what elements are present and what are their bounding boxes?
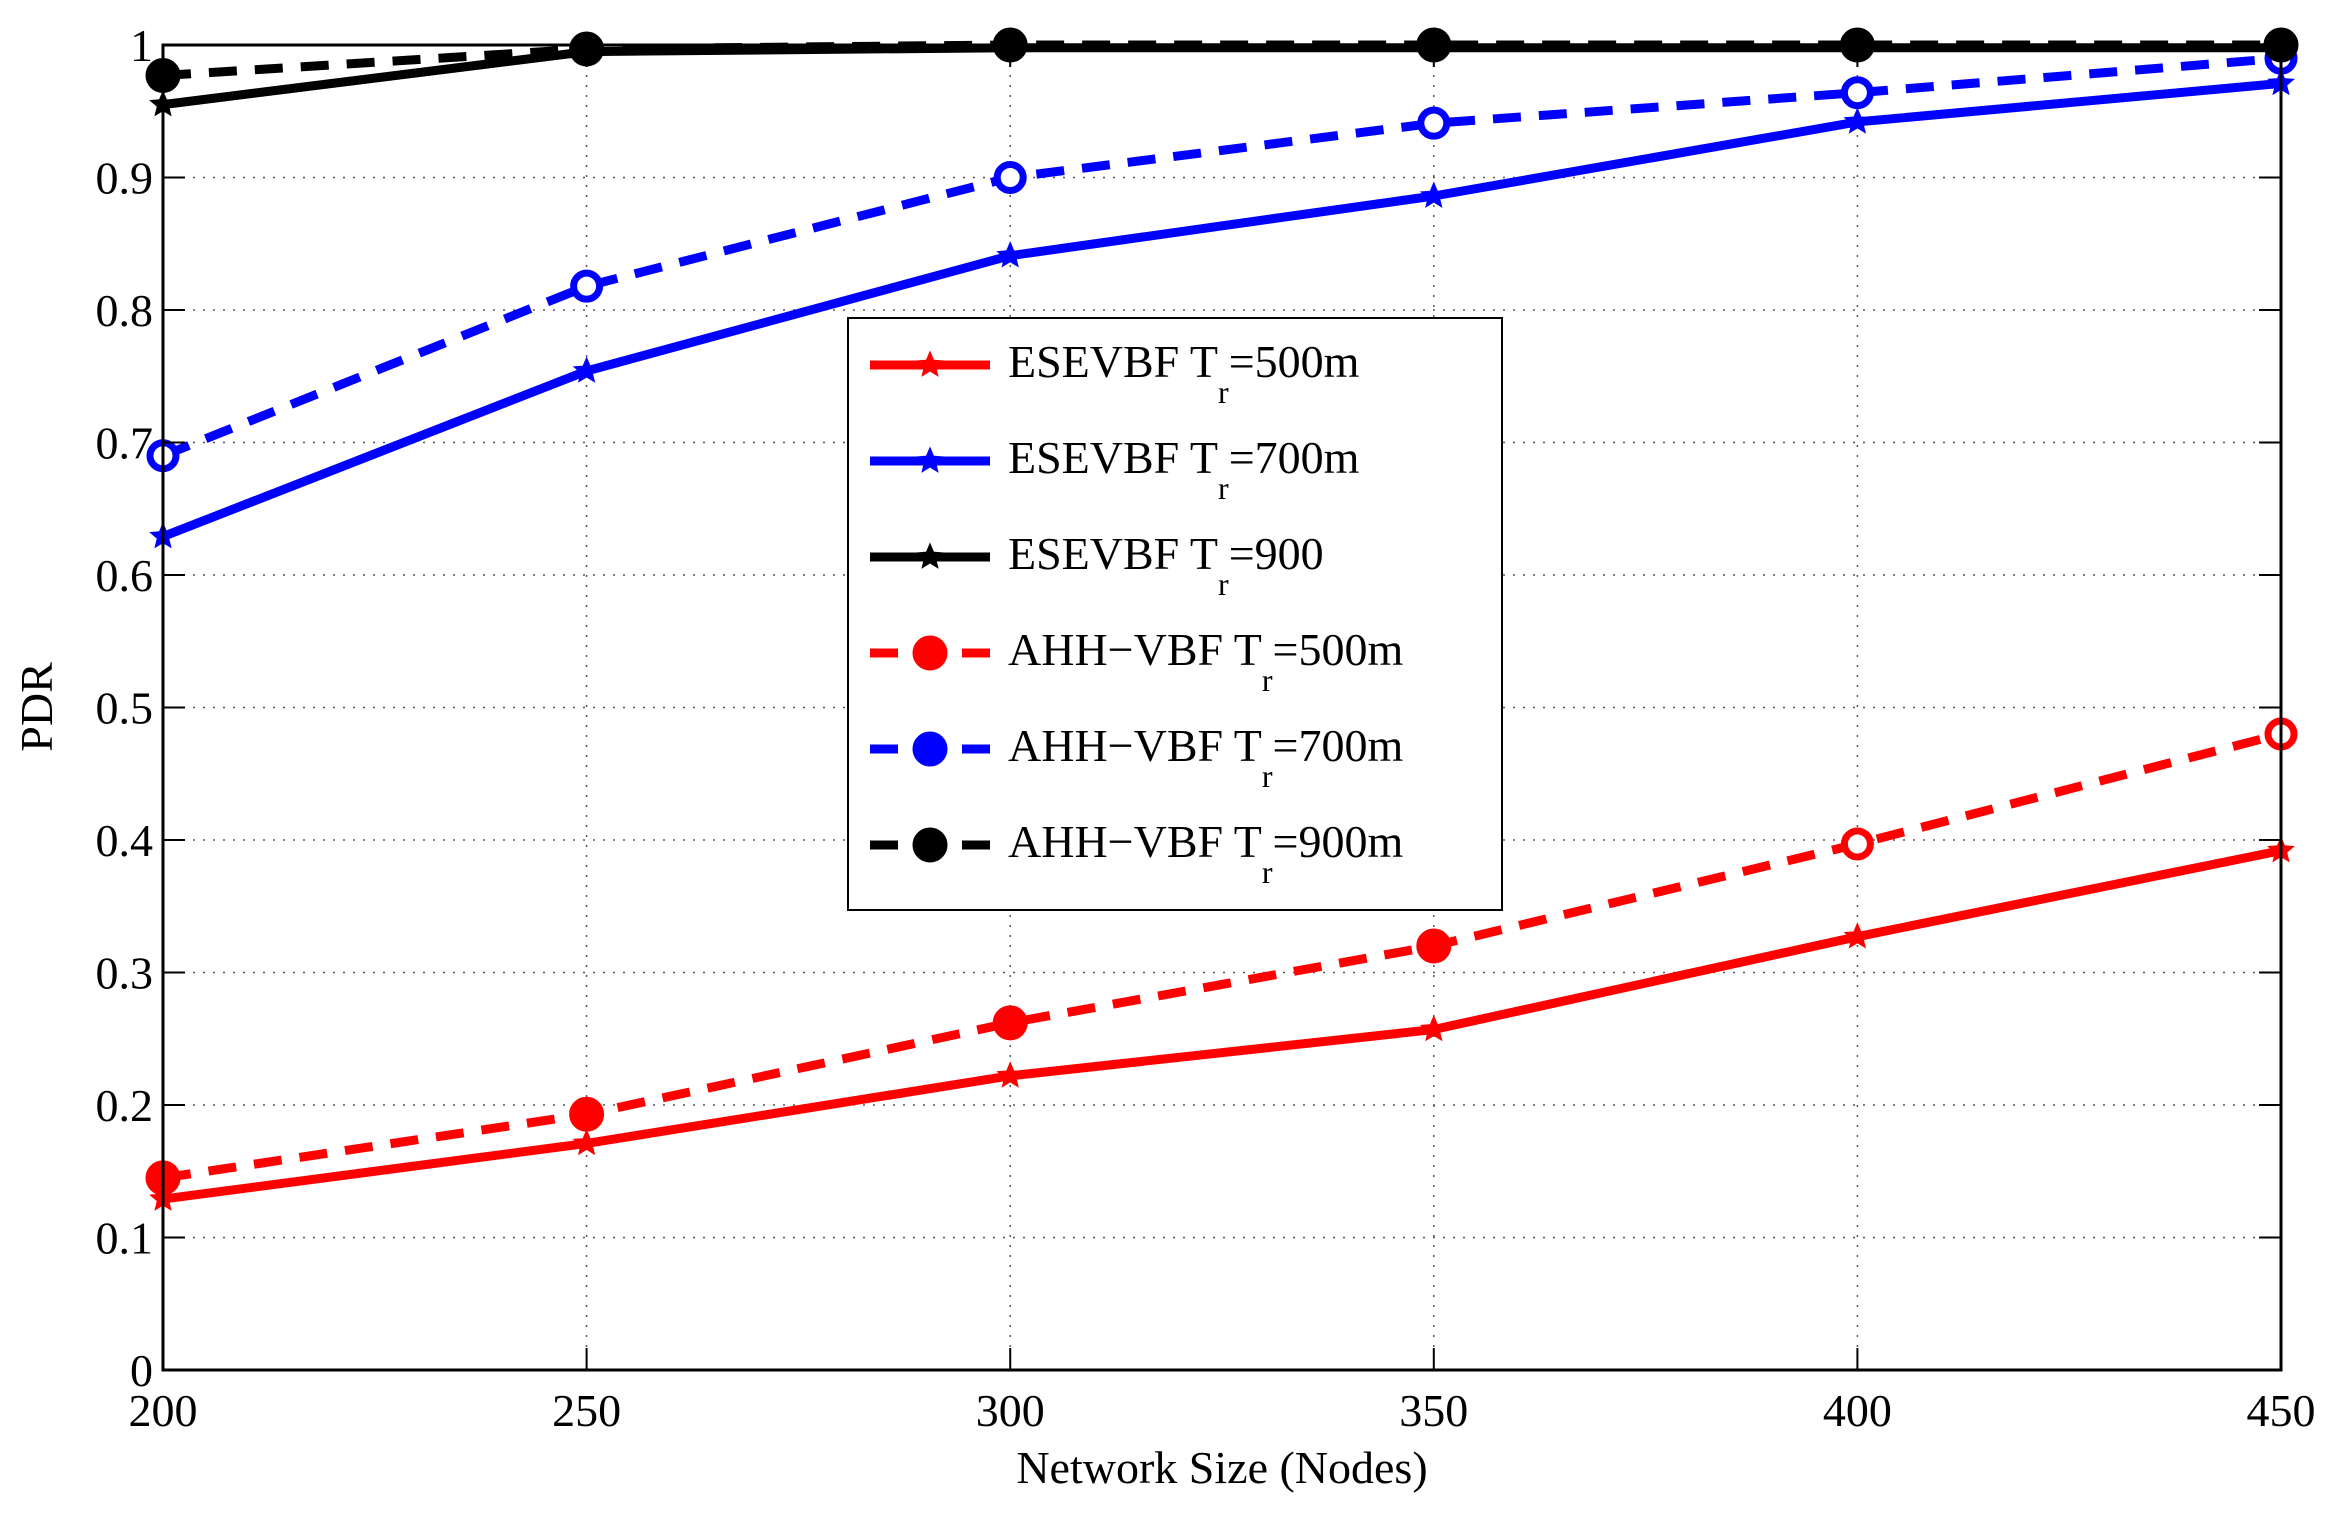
y-tick-label: 0 xyxy=(130,1345,153,1396)
x-tick-label: 250 xyxy=(552,1385,621,1436)
data-point xyxy=(1840,76,1874,110)
data-point xyxy=(996,241,1025,268)
series-line xyxy=(161,78,2282,541)
data-point xyxy=(1843,922,1872,949)
data-point xyxy=(1419,181,1448,208)
series-1 xyxy=(149,68,2295,549)
series-line xyxy=(161,53,2282,460)
legend-entry-5: AHH−VBF Tr=900m xyxy=(870,816,1403,890)
data-point xyxy=(996,1061,1025,1088)
data-point xyxy=(1840,827,1874,861)
y-tick-label: 0.6 xyxy=(96,550,154,601)
x-tick-label: 400 xyxy=(1823,1385,1892,1436)
y-tick-label: 0.9 xyxy=(96,153,154,204)
series-2 xyxy=(149,33,2295,117)
axis-ticks: 200 250 300 350 400 450 0 0.1 0.2 0.3 0.4 0.5 0.6 0.7… xyxy=(96,20,2316,1436)
data-point xyxy=(1419,1014,1448,1042)
series-line xyxy=(162,846,2282,1204)
legend: ESEVBF Tr=500m ESEVBF Tr=700m ESEVBF Tr=90… xyxy=(847,317,1503,911)
legend-label: AHH−VBF Tr=500m xyxy=(1008,624,1403,698)
y-tick-label: 0.5 xyxy=(96,683,154,734)
y-tick-label: 0.8 xyxy=(96,285,154,336)
series-line xyxy=(162,43,2281,110)
y-tick-label: 1 xyxy=(130,20,153,71)
legend-box xyxy=(847,317,1503,911)
data-point xyxy=(1416,928,1452,964)
y-tick-label: 0.2 xyxy=(96,1080,154,1131)
x-tick-label: 300 xyxy=(976,1385,1045,1436)
legend-marker xyxy=(912,827,948,863)
x-tick-label: 350 xyxy=(1399,1385,1468,1436)
data-point xyxy=(1843,107,1872,134)
legend-marker xyxy=(916,542,944,569)
legend-entry-2: ESEVBF Tr=900 xyxy=(870,528,1324,602)
y-tick-label: 0.4 xyxy=(96,815,154,866)
data-point xyxy=(993,161,1027,194)
legend-entry-0: ESEVBF Tr=500m xyxy=(870,336,1360,410)
x-axis-title: Network Size (Nodes) xyxy=(1016,1442,1427,1493)
legend-marker xyxy=(912,731,948,767)
y-tick-label: 0.1 xyxy=(96,1213,154,1264)
data-point xyxy=(992,1005,1028,1041)
data-point xyxy=(1417,106,1451,140)
y-axis-title: PDR xyxy=(11,662,62,752)
legend-marker xyxy=(916,350,944,377)
legend-marker xyxy=(916,446,944,473)
y-tick-label: 0.3 xyxy=(96,948,154,999)
legend-label: AHH−VBF Tr=700m xyxy=(1008,720,1403,794)
data-point xyxy=(569,1096,605,1132)
legend-entry-4: AHH−VBF Tr=700m xyxy=(870,720,1403,794)
legend-entry-3: AHH−VBF Tr=500m xyxy=(870,624,1403,698)
grid-lines xyxy=(163,45,2281,1370)
legend-entry-1: ESEVBF Tr=700m xyxy=(870,432,1360,506)
series-line xyxy=(162,729,2283,1183)
y-tick-label: 0.7 xyxy=(96,418,154,469)
legend-marker xyxy=(912,635,948,671)
legend-label: ESEVBF Tr=900 xyxy=(1008,528,1324,602)
data-point xyxy=(570,269,604,303)
legend-label: ESEVBF Tr=500m xyxy=(1008,336,1360,410)
x-tick-label: 450 xyxy=(2247,1385,2316,1436)
x-tick-label: 200 xyxy=(129,1385,198,1436)
legend-label: ESEVBF Tr=700m xyxy=(1008,432,1360,506)
data-point xyxy=(572,1128,601,1156)
legend-label: AHH−VBF Tr=900m xyxy=(1008,816,1403,890)
data-point xyxy=(572,356,601,383)
